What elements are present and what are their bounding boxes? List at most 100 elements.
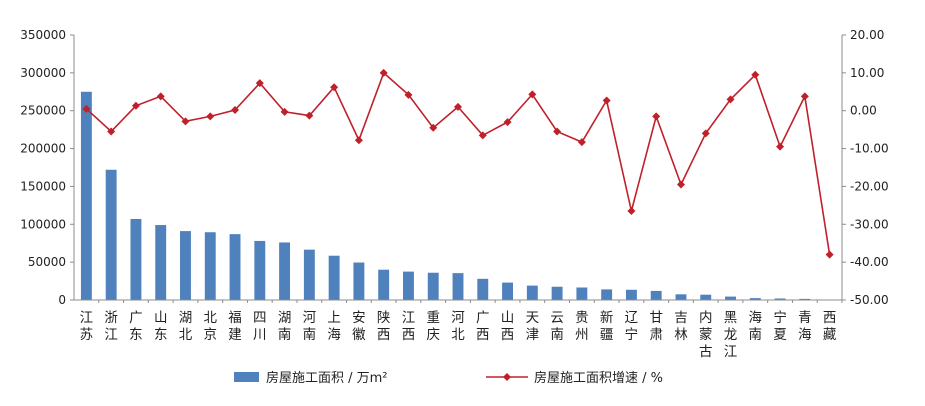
line-point-marker <box>231 105 240 114</box>
line-point-marker <box>701 129 710 138</box>
y-right-tick-label: 20.00 <box>850 28 884 42</box>
line-point-marker <box>652 112 661 121</box>
x-category-label: 西藏 <box>823 310 837 343</box>
y-right-tick-label: 10.00 <box>850 66 884 80</box>
bar-mark <box>105 169 117 300</box>
x-category-label: 湖北 <box>179 310 193 343</box>
bar-mark <box>229 234 241 300</box>
bar-series-layer <box>80 91 836 301</box>
legend: 房屋施工面积 / 万m² 房屋施工面积增速 / % <box>234 370 663 386</box>
x-category-label: 吉林 <box>674 310 688 343</box>
bar-mark <box>526 285 538 300</box>
bar-mark <box>502 282 513 300</box>
x-category-label: 江西 <box>402 310 416 343</box>
line-point-marker <box>776 142 785 151</box>
x-category-label: 河北 <box>451 310 465 343</box>
line-point-marker <box>676 180 685 189</box>
x-category-label: 河南 <box>303 310 317 343</box>
bar-mark <box>452 273 464 300</box>
bar-mark <box>328 255 340 300</box>
x-category-label: 青海 <box>798 310 812 343</box>
line-point-marker <box>305 111 314 120</box>
line-point-marker <box>354 136 363 145</box>
line-point-marker <box>454 102 462 111</box>
bar-mark <box>675 294 687 300</box>
axes-layer: 0 50000 100000 150000 200000 250000 300000 3500… <box>20 28 889 360</box>
bar-mark <box>303 249 315 300</box>
x-category-label: 湖南 <box>278 310 292 343</box>
legend-swatch-marker <box>503 373 511 381</box>
x-category-label: 宁夏 <box>773 309 787 343</box>
bar-mark <box>477 278 489 300</box>
x-category-label: 甘肃 <box>649 310 663 343</box>
y-right-tick-label: 0.00 <box>850 104 877 118</box>
bar-mark <box>279 242 291 300</box>
x-category-label: 广东 <box>129 310 143 343</box>
legend-swatch-bar <box>234 372 259 382</box>
y-right-tick-label: -40.00 <box>850 255 889 269</box>
bar-mark <box>80 91 92 301</box>
bar-mark <box>749 298 761 300</box>
x-category-label: 浙江 <box>104 310 118 343</box>
line-point-marker <box>800 92 809 101</box>
line-point-marker <box>107 127 116 136</box>
line-point-marker <box>577 138 586 147</box>
x-category-label: 海南 <box>749 310 763 343</box>
line-point-marker <box>429 123 438 132</box>
x-category-label: 山西 <box>501 310 515 343</box>
x-category-label: 黑龙江 <box>724 310 738 360</box>
bar-mark <box>700 294 712 300</box>
y-left-tick-label: 100000 <box>20 217 66 231</box>
legend-label-bar: 房屋施工面积 / 万m² <box>266 370 388 386</box>
line-point-marker <box>503 118 512 127</box>
x-category-label: 云南 <box>550 310 564 343</box>
line-point-marker <box>726 95 735 104</box>
x-category-label: 安徽 <box>352 310 366 343</box>
y-left-tick-label: 200000 <box>20 142 66 156</box>
line-point-marker <box>280 107 289 116</box>
x-category-label: 内蒙古 <box>699 310 713 360</box>
x-category-label: 北京 <box>204 310 218 343</box>
bar-mark <box>427 272 439 300</box>
x-category-label: 山东 <box>154 310 168 343</box>
x-category-label: 四川 <box>253 310 267 343</box>
y-left-tick-label: 350000 <box>20 28 66 42</box>
bar-mark <box>254 240 266 300</box>
y-right-tick-label: -20.00 <box>850 179 889 193</box>
line-point-marker <box>751 70 760 79</box>
bar-mark <box>180 231 191 300</box>
bar-mark <box>650 290 662 300</box>
line-point-marker <box>82 104 91 113</box>
x-category-label: 天津 <box>526 310 540 343</box>
x-category-label: 江苏 <box>80 310 94 343</box>
y-left-tick-label: 0 <box>58 293 66 307</box>
bar-mark <box>799 298 811 300</box>
bar-mark <box>551 286 563 300</box>
line-point-marker <box>553 127 562 136</box>
line-point-marker <box>330 83 339 92</box>
x-category-label: 贵州 <box>575 310 589 343</box>
bar-mark <box>625 289 637 300</box>
bar-mark <box>130 218 142 300</box>
x-category-label: 上海 <box>327 310 341 343</box>
line-series-path <box>85 71 831 255</box>
y-right-tick-label: -50.00 <box>850 293 889 307</box>
line-point-marker <box>255 79 264 88</box>
x-category-label: 陕西 <box>377 310 391 343</box>
x-category-label: 辽宁 <box>625 310 639 343</box>
line-point-marker <box>131 101 140 110</box>
y-left-tick-label: 250000 <box>20 104 66 118</box>
line-point-marker <box>156 92 165 101</box>
x-category-label: 广西 <box>476 310 490 343</box>
y-right-tick-label: -30.00 <box>850 217 889 231</box>
bar-mark <box>353 262 365 300</box>
line-point-marker <box>528 90 537 99</box>
line-point-marker <box>181 117 190 126</box>
x-category-label: 重庆 <box>426 310 440 343</box>
line-point-marker <box>602 96 611 105</box>
bar-mark <box>204 232 216 300</box>
line-point-marker <box>478 131 487 140</box>
x-category-label: 新疆 <box>600 310 614 343</box>
